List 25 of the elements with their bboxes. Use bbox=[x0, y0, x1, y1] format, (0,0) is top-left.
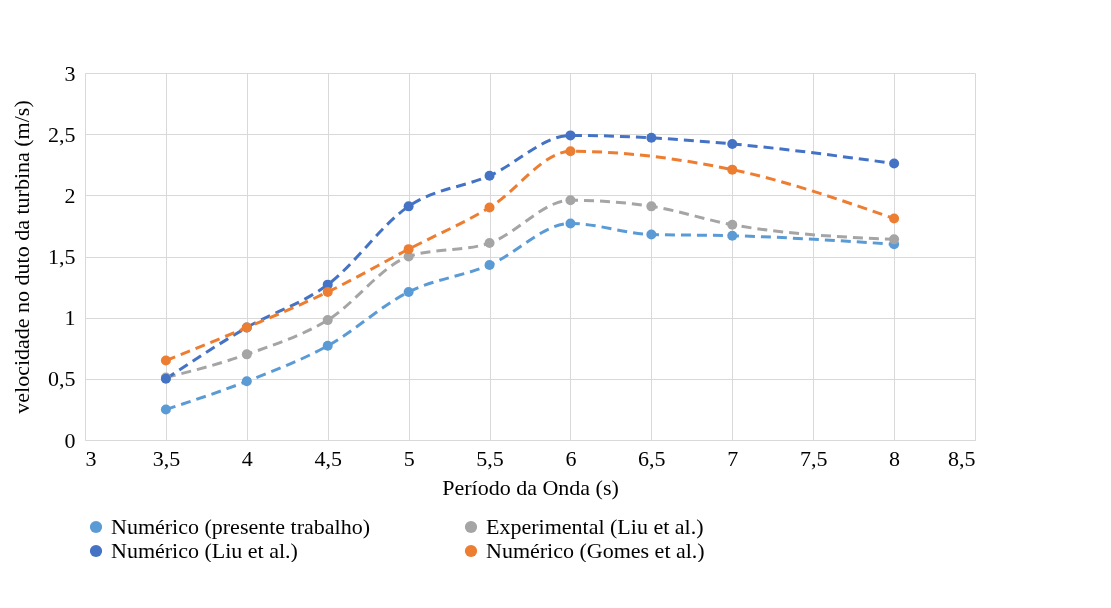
x-tick-label: 4,5 bbox=[314, 445, 342, 471]
x-tick-label: 3,5 bbox=[152, 445, 181, 471]
x-tick-label: 3 bbox=[85, 445, 97, 471]
x-tick-label: 5 bbox=[403, 445, 415, 471]
x-tick-label: 8,5 bbox=[948, 445, 976, 471]
y-tick-label: 2 bbox=[64, 182, 76, 208]
y-tick-label: 1 bbox=[64, 305, 76, 331]
x-tick-label: 6 bbox=[565, 445, 577, 471]
x-axis-title: Período da Onda (s) bbox=[442, 474, 619, 500]
y-tick-label: 2,5 bbox=[48, 121, 76, 147]
y-tick-label: 3 bbox=[64, 60, 76, 86]
x-tick-label: 7,5 bbox=[799, 445, 828, 471]
legend-label: Experimental (Liu et al.) bbox=[486, 514, 704, 539]
x-tick-label: 5,5 bbox=[476, 445, 504, 471]
x-tick-label: 8 bbox=[889, 445, 901, 471]
y-tick-label: 0 bbox=[64, 427, 76, 453]
legend-label: Numérico (Liu et al.) bbox=[111, 538, 298, 563]
x-tick-label: 7 bbox=[727, 445, 739, 471]
x-tick-label: 6,5 bbox=[638, 445, 666, 471]
legend-label: Numérico (presente trabalho) bbox=[111, 514, 370, 539]
y-tick-label: 0,5 bbox=[48, 366, 76, 392]
x-tick-label: 4 bbox=[241, 445, 253, 471]
legend-label: Numérico (Gomes et al.) bbox=[486, 538, 705, 563]
y-tick-label: 1,5 bbox=[48, 244, 76, 269]
y-axis-title: velocidade no duto da turbina (m/s) bbox=[9, 100, 34, 414]
